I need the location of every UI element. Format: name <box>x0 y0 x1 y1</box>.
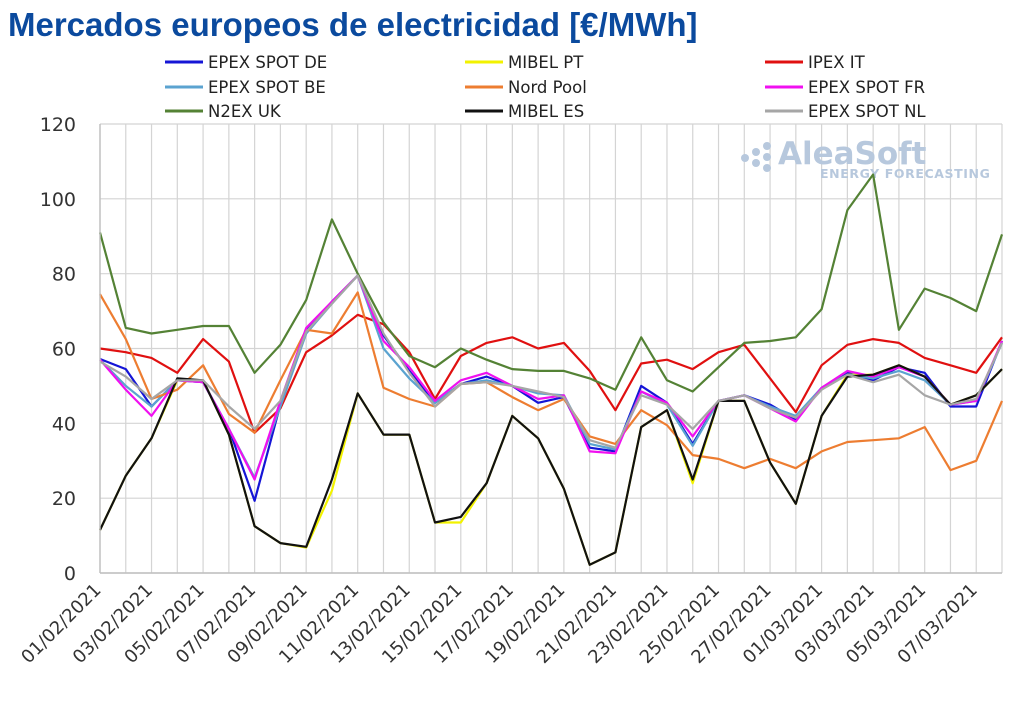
legend-label: MIBEL PT <box>508 53 584 72</box>
legend-label: MIBEL ES <box>508 102 584 121</box>
y-tick-label: 40 <box>52 413 76 435</box>
watermark-brand: AleaSoft <box>778 136 927 172</box>
series-line-epex-spot-de <box>99 274 1004 502</box>
legend-item: N2EX UK <box>165 102 282 121</box>
legend-item: EPEX SPOT NL <box>765 102 926 121</box>
legend-item: Nord Pool <box>465 78 587 97</box>
legend-label: EPEX SPOT DE <box>208 53 327 72</box>
series-line-epex-spot-fr <box>99 274 1004 481</box>
series-line-epex-spot-nl <box>99 274 1003 449</box>
y-tick-label: 0 <box>64 563 76 585</box>
aleasoft-logo-icon <box>741 142 771 172</box>
legend-label: IPEX IT <box>808 53 866 72</box>
legend-label: EPEX SPOT NL <box>808 102 926 121</box>
watermark-tagline: ENERGY FORECASTING <box>820 166 990 181</box>
aleasoft-watermark: AleaSoft ENERGY FORECASTING <box>741 136 990 181</box>
legend-item: EPEX SPOT DE <box>165 53 327 72</box>
y-tick-label: 60 <box>52 339 76 361</box>
legend-label: EPEX SPOT FR <box>808 78 925 97</box>
axes: 02040608010012001/02/202103/02/202105/02… <box>17 114 1002 668</box>
legend-label: Nord Pool <box>508 78 587 97</box>
grid-lines <box>99 123 1003 574</box>
legend-item: EPEX SPOT BE <box>165 78 326 97</box>
chart-title: Mercados europeos de electricidad [€/MWh… <box>8 6 698 43</box>
y-tick-label: 80 <box>52 264 76 286</box>
legend-item: MIBEL PT <box>465 53 584 72</box>
series-lines <box>98 173 1004 566</box>
legend-item: IPEX IT <box>765 53 866 72</box>
y-tick-label: 100 <box>40 189 76 211</box>
series-line-n2ex-uk <box>98 173 1004 393</box>
y-tick-label: 120 <box>40 114 76 136</box>
legend-label: EPEX SPOT BE <box>208 78 326 97</box>
series-line-ipex-it <box>99 313 1003 434</box>
y-tick-label: 20 <box>52 488 76 510</box>
legend-item: MIBEL ES <box>465 102 584 121</box>
legend: EPEX SPOT DE MIBEL PT IPEX IT EPEX SPOT BE N… <box>165 53 926 121</box>
series-line-nord-pool <box>99 291 1004 472</box>
legend-item: EPEX SPOT FR <box>765 78 925 97</box>
legend-label: N2EX UK <box>208 102 282 121</box>
